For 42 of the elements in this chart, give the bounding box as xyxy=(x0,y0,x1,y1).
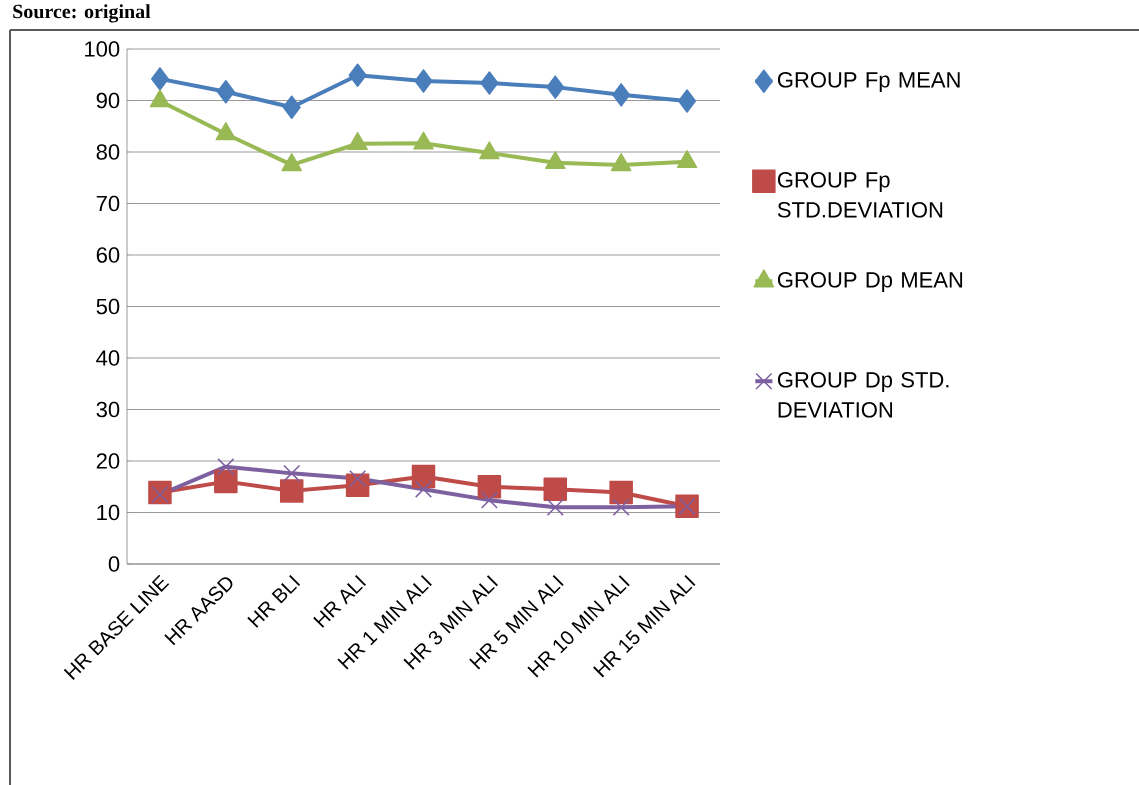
y-tick-label: 20 xyxy=(96,453,120,469)
legend-label: GROUP Dp MEAN xyxy=(777,272,963,292)
point xyxy=(279,479,304,503)
y-tick-label: 70 xyxy=(96,195,120,212)
point xyxy=(151,485,169,504)
x-tick-label: HR BLI xyxy=(247,575,301,628)
legend-label: GROUP Dp STD. DEVIATION xyxy=(777,372,949,418)
y-tick-label: 50 xyxy=(96,298,120,315)
y-tick-label: 30 xyxy=(96,401,120,418)
point xyxy=(543,477,568,502)
legend-label: GROUP Fp MEAN xyxy=(777,72,960,92)
point xyxy=(678,89,697,113)
y-tick-label: 80 xyxy=(96,144,120,160)
point xyxy=(349,469,367,488)
point xyxy=(411,464,436,489)
y-tick-label: 10 xyxy=(97,504,120,521)
point xyxy=(546,498,564,516)
point xyxy=(345,473,370,497)
point xyxy=(414,480,433,498)
point xyxy=(477,475,502,499)
point xyxy=(612,83,631,107)
point xyxy=(150,67,169,91)
y-tick-label: 100 xyxy=(85,41,120,57)
x-tick-label: HR ALI xyxy=(313,575,367,628)
point xyxy=(214,469,238,494)
point xyxy=(283,464,301,482)
y-tick-label: 40 xyxy=(96,350,120,366)
point xyxy=(480,71,499,95)
point xyxy=(414,69,433,93)
point xyxy=(348,63,367,88)
point xyxy=(216,80,235,104)
point xyxy=(546,75,565,99)
point xyxy=(217,458,235,476)
point xyxy=(480,491,498,509)
y-tick-label: 0 xyxy=(108,556,120,572)
source-note: Source: original xyxy=(13,4,151,23)
legend-label: GROUP Fp STD.DEVIATION xyxy=(777,172,943,218)
y-tick-label: 90 xyxy=(96,92,120,109)
point xyxy=(609,480,633,505)
y-tick-label: 60 xyxy=(96,247,120,263)
point xyxy=(282,95,301,119)
point xyxy=(612,498,630,516)
